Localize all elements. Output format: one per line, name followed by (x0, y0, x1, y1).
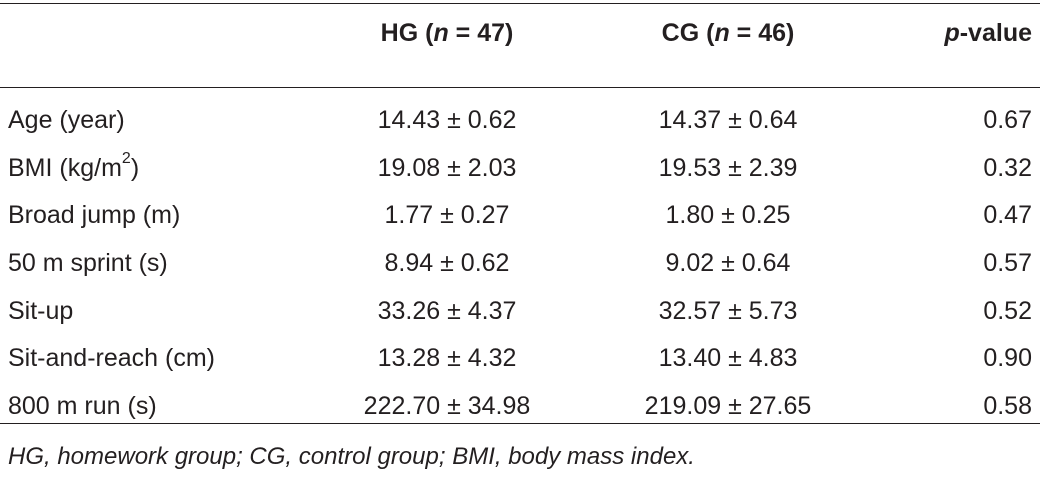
hg-value: 33.26 ± 4.37 (377, 296, 517, 325)
header-rule (0, 87, 1040, 88)
row-label: Age (year) (8, 106, 125, 135)
table-row: Sit-and-reach (cm) 13.28 ± 4.32 13.40 ± … (0, 335, 1040, 383)
hg-value: 14.43 ± 0.62 (377, 106, 517, 135)
table-row: Age (year) 14.43 ± 0.62 14.37 ± 0.64 0.6… (0, 97, 1040, 145)
row-label: 50 m sprint (s) (8, 249, 168, 278)
cg-value: 9.02 ± 0.64 (665, 249, 791, 278)
p-value: 0.52 (983, 296, 1032, 325)
cg-value: 1.80 ± 0.25 (665, 201, 791, 230)
table-row: 50 m sprint (s) 8.94 ± 0.62 9.02 ± 0.64 … (0, 240, 1040, 288)
row-label: Sit-up (8, 296, 74, 325)
row-label: BMI (kg/m2) (8, 149, 140, 182)
header-hg: HG (n = 47) (380, 19, 514, 47)
row-label: 800 m run (s) (8, 391, 157, 420)
cg-value: 19.53 ± 2.39 (658, 153, 798, 182)
hg-value: 222.70 ± 34.98 (363, 391, 531, 420)
cg-value: 32.57 ± 5.73 (658, 296, 798, 325)
p-value: 0.32 (983, 153, 1032, 182)
p-value: 0.67 (983, 106, 1032, 135)
header-p-value: p-value (944, 19, 1032, 47)
table-row: Broad jump (m) 1.77 ± 0.27 1.80 ± 0.25 0… (0, 192, 1040, 240)
hg-value: 13.28 ± 4.32 (377, 344, 517, 373)
p-value: 0.58 (983, 391, 1032, 420)
row-label: Sit-and-reach (cm) (8, 344, 215, 373)
hg-value: 19.08 ± 2.03 (377, 153, 517, 182)
table-row: BMI (kg/m2) 19.08 ± 2.03 19.53 ± 2.39 0.… (0, 145, 1040, 193)
cg-value: 13.40 ± 4.83 (658, 344, 798, 373)
cg-value: 219.09 ± 27.65 (644, 391, 812, 420)
table-header-row: HG (n = 47) CG (n = 46) p-value (0, 19, 1040, 74)
p-value: 0.57 (983, 249, 1032, 278)
row-label: Broad jump (m) (8, 201, 181, 230)
p-value: 0.90 (983, 344, 1032, 373)
table-row: Sit-up 33.26 ± 4.37 32.57 ± 5.73 0.52 (0, 287, 1040, 335)
header-empty-cell (0, 19, 290, 74)
hg-value: 8.94 ± 0.62 (384, 249, 510, 278)
characteristics-table: HG (n = 47) CG (n = 46) p-value Age (yea… (0, 19, 1040, 430)
hg-value: 1.77 ± 0.27 (384, 201, 510, 230)
header-cg: CG (n = 46) (661, 19, 795, 47)
p-value: 0.47 (983, 201, 1032, 230)
table-top-rule (0, 3, 1040, 4)
cg-value: 14.37 ± 0.64 (658, 106, 798, 135)
table-row: 800 m run (s) 222.70 ± 34.98 219.09 ± 27… (0, 383, 1040, 431)
table-footnote: HG, homework group; CG, control group; B… (8, 443, 695, 470)
table-bottom-rule (0, 423, 1040, 424)
